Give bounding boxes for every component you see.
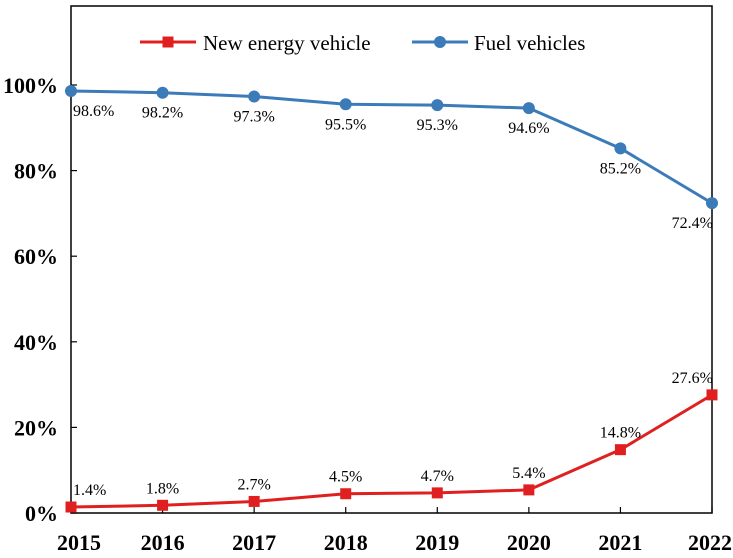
data-label: 27.6% [672, 370, 713, 387]
data-point-marker [614, 142, 627, 155]
data-label: 4.7% [421, 468, 454, 485]
data-label: 1.4% [73, 482, 106, 499]
data-point-marker [706, 389, 718, 401]
data-point-marker [65, 501, 77, 513]
data-label: 14.8% [600, 425, 641, 442]
series-layer: 1.4% 1.8% 2.7% 4.5% 4.7% 5.4%14.8%27.6%98.6% 9… [65, 84, 718, 513]
data-label: 95.5% [325, 116, 366, 133]
x-axis: 2015 2016 2017 2018 2019 2020 2021 2022 [57, 507, 732, 555]
data-label: 98.6% [73, 103, 114, 120]
legend-item-fuel-vehicles: Fuel vehicles [412, 31, 585, 55]
data-point-marker [340, 488, 352, 500]
data-point-marker [431, 99, 444, 112]
y-tick-label: 20% [14, 415, 58, 440]
legend-label: Fuel vehicles [474, 31, 585, 55]
data-label: 5.4% [512, 465, 545, 482]
x-tick-label: 2021 [598, 530, 642, 555]
series-line [70, 89, 713, 205]
data-point-marker [157, 499, 169, 511]
data-point-marker [522, 102, 535, 115]
y-tick-label: 40% [14, 330, 58, 355]
data-label: 98.2% [142, 105, 183, 122]
x-tick-label: 2015 [57, 530, 101, 555]
legend-label: New energy vehicle [203, 31, 371, 55]
data-point-marker [248, 90, 261, 103]
series-line [70, 393, 713, 509]
x-tick-label: 2022 [688, 530, 732, 555]
data-point-marker [156, 86, 169, 99]
plot-frame [70, 5, 713, 514]
data-point-marker [706, 197, 718, 210]
data-point-marker [339, 98, 352, 111]
data-point-marker [431, 487, 443, 499]
x-tick-label: 2018 [324, 530, 368, 555]
data-point-marker [523, 484, 535, 496]
series-new-energy-vehicle: 1.4% 1.8% 2.7% 4.5% 4.7% 5.4% 14.8% 27.6% [65, 370, 718, 513]
data-label: 1.8% [146, 480, 179, 497]
data-label: 4.5% [329, 469, 362, 486]
data-point-marker [248, 495, 260, 507]
data-label: 97.3% [233, 109, 274, 126]
legend-item-new-energy-vehicle: New energy vehicle [140, 31, 371, 55]
data-label: 94.6% [508, 120, 549, 137]
x-tick-label: 2020 [507, 530, 551, 555]
y-tick-label: 0% [25, 501, 58, 526]
data-label: 95.3% [417, 117, 458, 134]
y-tick-label: 80% [14, 159, 58, 184]
y-tick-label: 60% [14, 244, 58, 269]
data-point-marker [614, 444, 626, 456]
legend: New energy vehicle Fuel vehicles [140, 31, 585, 55]
data-label: 2.7% [237, 476, 270, 493]
data-label: 85.2% [600, 160, 641, 177]
data-label: 72.4% [672, 215, 713, 232]
x-tick-label: 2019 [415, 530, 459, 555]
y-tick-label: 100% [3, 73, 58, 98]
x-tick-label: 2017 [232, 530, 276, 555]
y-axis: 0% 20% 40% 60% 80% 100% [3, 73, 77, 526]
legend-marker [434, 36, 446, 48]
series-fuel-vehicles: 98.6% 98.2% 97.3% 95.5% 95.3% 94.6% 85.2% 72.4% [65, 84, 718, 232]
x-tick-label: 2016 [141, 530, 185, 555]
data-point-marker [65, 84, 77, 97]
legend-marker [162, 36, 174, 48]
